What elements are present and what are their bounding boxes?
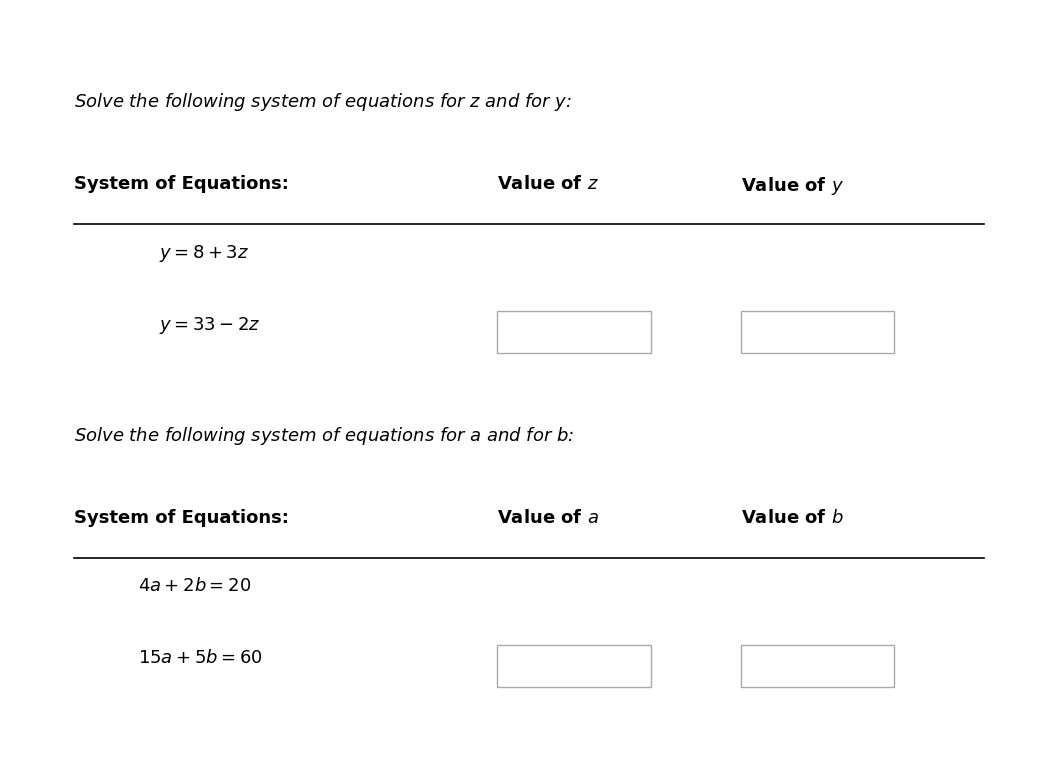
FancyBboxPatch shape — [741, 310, 894, 352]
Text: Value of $a$: Value of $a$ — [497, 509, 599, 527]
Text: $15a + 5b = 60$: $15a + 5b = 60$ — [138, 649, 262, 667]
Text: Solve the following system of equations for $z$ and for $y$:: Solve the following system of equations … — [74, 91, 572, 113]
Text: $y = 8 + 3z$: $y = 8 + 3z$ — [159, 243, 249, 264]
Text: Value of $b$: Value of $b$ — [741, 509, 843, 527]
FancyBboxPatch shape — [497, 644, 651, 686]
Text: Value of $y$: Value of $y$ — [741, 175, 843, 197]
Text: System of Equations:: System of Equations: — [74, 509, 289, 527]
Text: $4a + 2b = 20$: $4a + 2b = 20$ — [138, 577, 251, 595]
FancyBboxPatch shape — [741, 644, 894, 686]
Text: Solve the following system of equations for $a$ and for $b$:: Solve the following system of equations … — [74, 425, 574, 447]
Text: Value of $z$: Value of $z$ — [497, 175, 599, 193]
Text: System of Equations:: System of Equations: — [74, 175, 289, 193]
Text: $y = 33 - 2z$: $y = 33 - 2z$ — [159, 315, 260, 336]
FancyBboxPatch shape — [497, 310, 651, 352]
